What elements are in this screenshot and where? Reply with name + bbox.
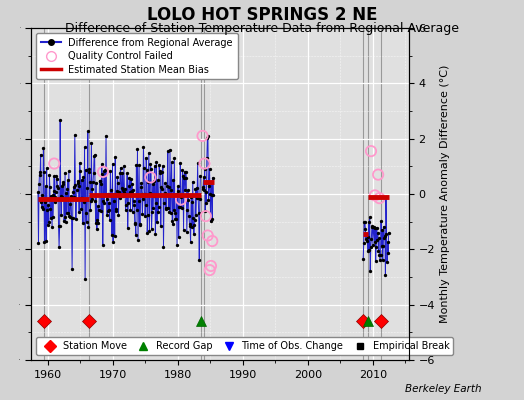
Point [177, 196, 185, 203]
Point [50, 160, 58, 167]
Point [198, 133, 206, 139]
Y-axis label: Monthly Temperature Anomaly Difference (°C): Monthly Temperature Anomaly Difference (… [441, 65, 451, 323]
Point [200, 160, 209, 167]
Text: LOLO HOT SPRINGS 2 NE: LOLO HOT SPRINGS 2 NE [147, 6, 377, 24]
Point [367, 148, 375, 154]
Point [205, 267, 214, 273]
Legend: Station Move, Record Gap, Time of Obs. Change, Empirical Break: Station Move, Record Gap, Time of Obs. C… [36, 337, 453, 355]
Point [207, 263, 215, 269]
Point [208, 238, 216, 244]
Text: Berkeley Earth: Berkeley Earth [406, 384, 482, 394]
Point [203, 232, 212, 239]
Point [375, 195, 384, 201]
Text: Difference of Station Temperature Data from Regional Average: Difference of Station Temperature Data f… [65, 22, 459, 35]
Point [370, 192, 379, 198]
Point [374, 172, 383, 178]
Point [99, 169, 107, 175]
Point [146, 174, 155, 181]
Point [202, 213, 210, 219]
